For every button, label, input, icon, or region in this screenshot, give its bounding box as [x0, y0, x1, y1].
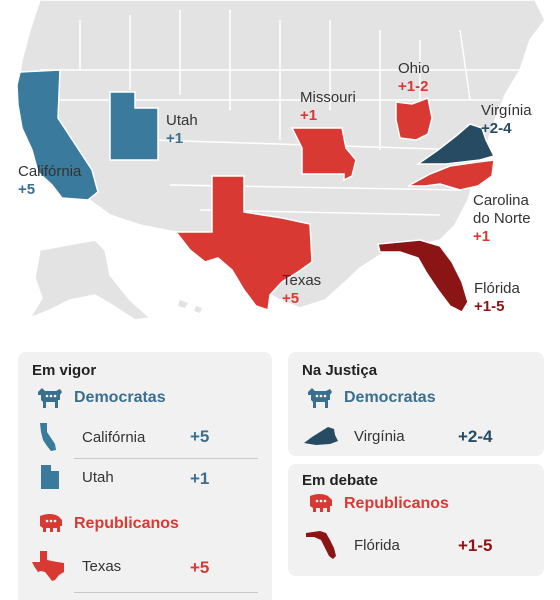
legend-row-virginia: Virgínia — [304, 426, 405, 446]
panel-in-court: Na Justiça Democratas Virgínia +2-4 — [288, 352, 544, 456]
label-california-name: Califórnia — [18, 163, 82, 180]
legend-texas-value: +5 — [190, 558, 210, 577]
party-democrats-in-court: Democratas — [306, 386, 436, 410]
legend-florida-name: Flórida — [354, 536, 400, 554]
california-shape — [16, 69, 99, 201]
legend-utah-name: Utah — [82, 468, 114, 486]
party-republicans-label: Republicanos — [74, 515, 179, 532]
ohio-shape — [395, 96, 433, 141]
utah-icon — [41, 465, 59, 489]
label-california-value: +5 — [18, 181, 36, 198]
legend-california-name: Califórnia — [82, 428, 146, 446]
panel-in-debate-title: Em debate — [302, 472, 378, 489]
label-missouri-value: +1 — [300, 107, 318, 124]
legend-virginia-value: +2-4 — [458, 427, 493, 446]
label-ohio: Ohio +1-2 — [398, 60, 430, 96]
label-north-carolina-line1: Carolina — [473, 192, 529, 209]
party-democrats-label: Democratas — [74, 389, 166, 406]
north-carolina-shape — [407, 159, 495, 191]
label-texas-value: +5 — [282, 290, 300, 307]
label-ohio-name: Ohio — [398, 60, 430, 77]
hawaii-shape — [178, 300, 202, 313]
party-republicans-in-force: Republicanos — [36, 512, 179, 536]
label-utah-name: Utah — [166, 112, 198, 129]
legend-utah-value: +1 — [190, 469, 210, 488]
legend-divider-bottom — [74, 592, 258, 593]
label-utah: Utah +1 — [166, 112, 198, 148]
virginia-shape — [415, 123, 496, 165]
legend-virginia-name: Virgínia — [354, 427, 405, 445]
party-republicans-debate-label: Republicanos — [344, 495, 449, 512]
missouri-shape — [290, 127, 357, 182]
texas-icon — [32, 551, 64, 581]
us-map — [16, 0, 546, 321]
texas-shape — [174, 175, 313, 311]
legend-row-florida: Flórida — [306, 530, 400, 560]
panel-in-force-title: Em vigor — [32, 362, 97, 379]
label-north-carolina-line2: do Norte — [473, 210, 531, 227]
party-democrats-court-label: Democratas — [344, 389, 436, 406]
elephant-icon — [40, 514, 62, 532]
legend-row-texas: Texas — [32, 550, 121, 582]
label-ohio-value: +1-2 — [398, 78, 429, 95]
donkey-icon — [38, 388, 62, 408]
legend-california-value: +5 — [190, 427, 210, 446]
label-utah-value: +1 — [166, 130, 184, 147]
party-democrats-in-force: Democratas — [36, 386, 166, 410]
label-texas: Texas +5 — [282, 272, 321, 308]
label-florida: Flórida +1-5 — [474, 280, 520, 316]
elephant-icon — [310, 494, 332, 512]
label-florida-value: +1-5 — [474, 298, 505, 315]
legend-row-utah: Utah — [40, 464, 114, 490]
party-republicans-in-debate: Republicanos — [306, 492, 449, 516]
label-north-carolina: Carolina do Norte +1 — [473, 192, 531, 246]
legend-row-california: Califórnia — [38, 422, 145, 452]
legend-divider — [74, 458, 258, 459]
california-icon — [40, 423, 56, 451]
label-california: Califórnia +5 — [18, 163, 81, 199]
florida-icon — [306, 531, 336, 559]
label-virginia-name: Virgínia — [481, 102, 532, 119]
label-virginia: Virgínia +2-4 — [481, 102, 532, 138]
label-missouri: Missouri +1 — [300, 89, 356, 125]
panel-in-force: Em vigor Democratas Califórnia +5 Utah +… — [18, 352, 272, 600]
label-florida-name: Flórida — [474, 280, 520, 297]
virginia-icon — [304, 427, 338, 445]
legend-florida-value: +1-5 — [458, 536, 493, 555]
legend-texas-name: Texas — [82, 557, 122, 575]
label-virginia-value: +2-4 — [481, 120, 512, 137]
panel-in-debate: Em debate Republicanos Flórida +1-5 — [288, 464, 544, 576]
alaska-shape — [28, 239, 152, 321]
donkey-icon — [308, 388, 332, 408]
label-north-carolina-value: +1 — [473, 228, 491, 245]
label-missouri-name: Missouri — [300, 89, 356, 106]
florida-shape — [377, 239, 469, 313]
utah-shape — [109, 91, 159, 161]
panel-in-court-title: Na Justiça — [302, 362, 378, 379]
label-texas-name: Texas — [282, 272, 322, 289]
